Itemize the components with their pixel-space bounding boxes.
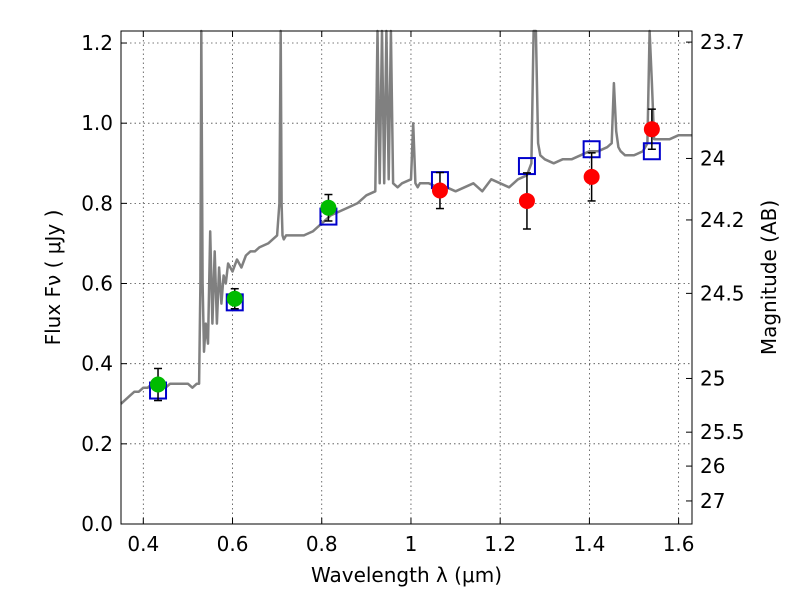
y2-tick-label: 24.5 — [700, 281, 745, 305]
x-tick-label: 1.2 — [484, 532, 516, 556]
grid-layer — [121, 31, 692, 525]
x-tick-label: 0.6 — [217, 532, 249, 556]
y2-tick-label: 23.7 — [700, 30, 745, 54]
x-tick-label: 1 — [405, 532, 418, 556]
y2-axis-label: Magnitude (AB) — [757, 200, 781, 355]
y-tick-label: 0.4 — [81, 352, 113, 376]
x-tick-label: 0.8 — [306, 532, 338, 556]
red-data-point — [643, 121, 660, 138]
y-tick-label: 1.2 — [81, 31, 113, 55]
y-tick-label: 1.0 — [81, 111, 113, 135]
red-data-point — [583, 168, 600, 185]
observed-point-layer — [150, 108, 660, 402]
green-data-point — [320, 199, 337, 216]
y2-tick-label: 26 — [700, 454, 725, 478]
y-tick-label: 0.2 — [81, 432, 113, 456]
green-data-point — [150, 376, 167, 393]
y2-tick-label: 25 — [700, 366, 725, 390]
y2-tick-label: 25.5 — [700, 420, 745, 444]
y-tick-label: 0.6 — [81, 272, 113, 296]
y2-tick-label: 27 — [700, 489, 725, 513]
y2-tick-label: 24.2 — [700, 208, 745, 232]
y-axis-label: Flux Fν ( μJy ) — [41, 210, 65, 346]
y2-tick-label: 24 — [700, 146, 725, 170]
spectrum-layer — [120, 29, 692, 405]
x-axis-label: Wavelength λ (μm) — [311, 563, 502, 587]
green-data-point — [226, 290, 243, 307]
red-data-point — [431, 182, 448, 199]
plot-frame — [120, 30, 693, 525]
tick-layer: 0.4 0.6 0.8 1 1.2 1.4 1.6 0.0 0.2 0.4 0.6 0.8 1.0 1.2… — [81, 30, 744, 556]
x-tick-label: 1.4 — [573, 532, 605, 556]
x-tick-label: 1.6 — [663, 532, 695, 556]
red-data-point — [518, 192, 535, 209]
spectrum-line — [120, 29, 692, 405]
x-tick-label: 0.4 — [127, 532, 159, 556]
y-tick-label: 0.0 — [81, 512, 113, 536]
y-tick-label: 0.8 — [81, 191, 113, 215]
